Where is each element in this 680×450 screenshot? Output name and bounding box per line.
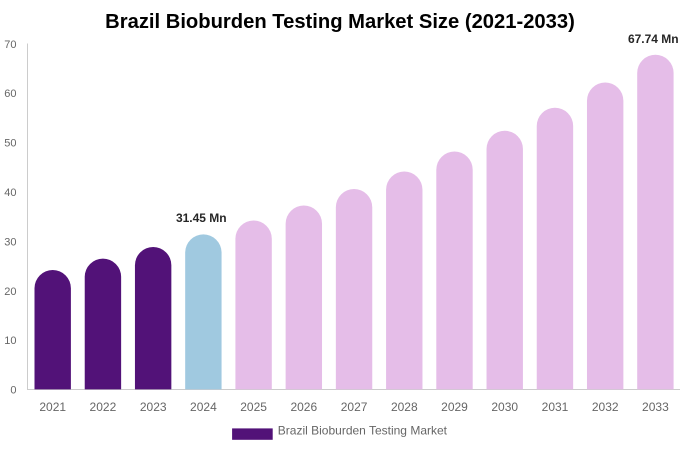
svg-text:Brazil Bioburden Testing Marke: Brazil Bioburden Testing Market Size (20… — [105, 11, 575, 33]
svg-text:2031: 2031 — [542, 400, 569, 414]
svg-text:2032: 2032 — [592, 400, 619, 414]
svg-text:2028: 2028 — [391, 400, 418, 414]
svg-text:30: 30 — [4, 236, 16, 248]
svg-text:40: 40 — [4, 187, 16, 199]
svg-text:2025: 2025 — [240, 400, 267, 414]
svg-text:2030: 2030 — [491, 400, 518, 414]
svg-text:2033: 2033 — [642, 400, 669, 414]
svg-text:2026: 2026 — [290, 400, 317, 414]
svg-text:2021: 2021 — [39, 400, 66, 414]
svg-text:60: 60 — [4, 88, 16, 100]
svg-text:0: 0 — [10, 385, 16, 397]
svg-text:50: 50 — [4, 138, 16, 150]
svg-text:2027: 2027 — [341, 400, 368, 414]
svg-text:31.45 Mn: 31.45 Mn — [176, 211, 227, 225]
svg-text:67.74 Mn: 67.74 Mn — [628, 32, 679, 46]
svg-text:Brazil Bioburden Testing Marke: Brazil Bioburden Testing Market — [278, 424, 448, 438]
svg-text:20: 20 — [4, 286, 16, 298]
svg-text:2024: 2024 — [190, 400, 217, 414]
svg-text:2023: 2023 — [140, 400, 167, 414]
svg-text:2029: 2029 — [441, 400, 468, 414]
svg-text:10: 10 — [4, 335, 16, 347]
svg-text:70: 70 — [4, 39, 16, 51]
svg-text:2022: 2022 — [90, 400, 117, 414]
